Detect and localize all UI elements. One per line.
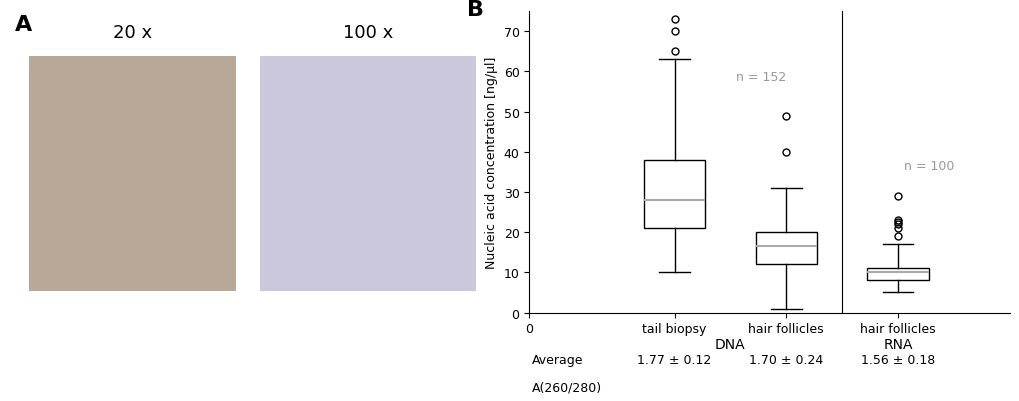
Bar [260,57,476,292]
Text: Average: Average [531,353,583,366]
Text: 1.70 ± 0.24: 1.70 ± 0.24 [748,353,822,366]
Text: A(260/280): A(260/280) [531,381,601,394]
Y-axis label: Nucleic acid concentration [ng/μl]: Nucleic acid concentration [ng/μl] [484,57,497,268]
Text: RNA: RNA [882,337,912,351]
Text: n = 152: n = 152 [736,71,786,84]
Text: 1.56 ± 0.18: 1.56 ± 0.18 [860,353,934,366]
Bar [30,57,235,292]
Text: 1.77 ± 0.12: 1.77 ± 0.12 [637,353,711,366]
Text: 20 x: 20 x [113,24,152,42]
Text: 100 x: 100 x [342,24,393,42]
PathPatch shape [755,233,816,265]
Text: A: A [15,15,33,35]
Text: DNA: DNA [714,337,745,351]
Text: B: B [467,0,483,20]
PathPatch shape [866,269,928,281]
Text: n = 100: n = 100 [903,160,953,172]
PathPatch shape [643,160,704,229]
